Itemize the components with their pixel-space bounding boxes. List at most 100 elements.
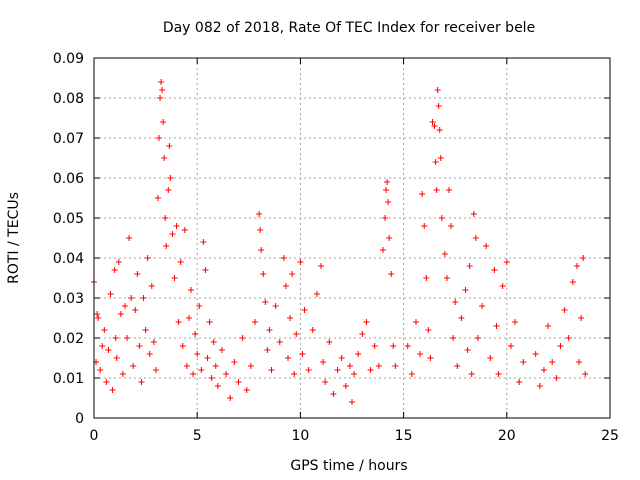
data-point (573, 263, 580, 269)
data-point (183, 363, 190, 369)
data-point (301, 307, 308, 313)
data-point (532, 351, 539, 357)
data-point (404, 343, 411, 349)
data-point (383, 187, 390, 193)
y-tick-label: 0.05 (53, 211, 84, 227)
data-point (342, 383, 349, 389)
data-point (427, 355, 434, 361)
y-tick-label: 0.08 (53, 91, 84, 107)
data-point (412, 319, 419, 325)
data-point (251, 319, 258, 325)
y-tick-label: 0.02 (53, 331, 84, 347)
data-point (144, 255, 151, 261)
data-point (553, 375, 560, 381)
data-point (320, 359, 327, 365)
data-point (495, 371, 502, 377)
data-point (126, 235, 133, 241)
data-point (173, 223, 180, 229)
data-point (117, 311, 124, 317)
y-tick-label: 0.06 (53, 171, 84, 187)
data-point (166, 143, 173, 149)
data-point (121, 303, 128, 309)
data-point (202, 267, 209, 273)
data-point (212, 363, 219, 369)
data-point (436, 127, 443, 133)
x-tick-label: 10 (291, 428, 309, 444)
x-tick-label: 15 (395, 428, 413, 444)
y-tick-label: 0.07 (53, 131, 84, 147)
data-point (458, 315, 465, 321)
data-point (179, 343, 186, 349)
data-point (299, 351, 306, 357)
data-point (468, 371, 475, 377)
data-point (441, 251, 448, 257)
data-point (322, 379, 329, 385)
data-point (388, 271, 395, 277)
data-point (142, 327, 149, 333)
data-point (561, 307, 568, 313)
data-point (454, 363, 461, 369)
data-point (536, 383, 543, 389)
data-point (338, 355, 345, 361)
data-point (474, 335, 481, 341)
data-point (293, 331, 300, 337)
data-point (282, 283, 289, 289)
data-point (289, 271, 296, 277)
data-point (446, 187, 453, 193)
data-point (95, 315, 102, 321)
data-point (462, 287, 469, 293)
data-point (432, 159, 439, 165)
chart-title: Day 082 of 2018, Rate Of TEC Index for r… (163, 20, 535, 36)
data-point (124, 335, 131, 341)
data-point (429, 119, 436, 125)
data-point (158, 79, 165, 85)
data-point (466, 263, 473, 269)
data-point (493, 323, 500, 329)
data-point (235, 379, 242, 385)
data-point (134, 271, 141, 277)
x-tick-label: 25 (601, 428, 619, 444)
data-point (196, 303, 203, 309)
data-point (132, 307, 139, 313)
data-point (578, 315, 585, 321)
data-point (204, 355, 211, 361)
data-point (169, 231, 176, 237)
data-point (167, 175, 174, 181)
x-tick-labels: 0 5 10 15 20 25 (90, 428, 619, 444)
data-points (91, 79, 589, 405)
data-point (291, 371, 298, 377)
data-point (464, 347, 471, 353)
data-point (111, 267, 118, 273)
y-tick-label: 0.03 (53, 291, 84, 307)
data-point (161, 155, 168, 161)
data-point (258, 247, 265, 253)
data-point (569, 279, 576, 285)
data-point (146, 351, 153, 357)
data-point (371, 343, 378, 349)
data-point (375, 363, 382, 369)
data-point (103, 379, 110, 385)
y-tick-label: 0 (75, 411, 84, 427)
data-point (285, 355, 292, 361)
data-point (163, 243, 170, 249)
data-point (349, 399, 355, 405)
data-point (268, 367, 275, 373)
data-point (419, 191, 426, 197)
data-point (470, 211, 477, 217)
data-point (382, 215, 389, 221)
data-point (256, 211, 263, 217)
data-point (194, 351, 201, 357)
data-point (499, 283, 506, 289)
data-point (177, 259, 184, 265)
data-point (417, 351, 424, 357)
x-tick-label: 20 (498, 428, 516, 444)
data-point (276, 339, 283, 345)
data-point (214, 383, 221, 389)
data-point (162, 215, 169, 221)
data-point (160, 119, 167, 125)
data-point (154, 195, 161, 201)
data-point (309, 327, 316, 333)
x-tick-label: 0 (90, 428, 99, 444)
data-point (136, 343, 143, 349)
